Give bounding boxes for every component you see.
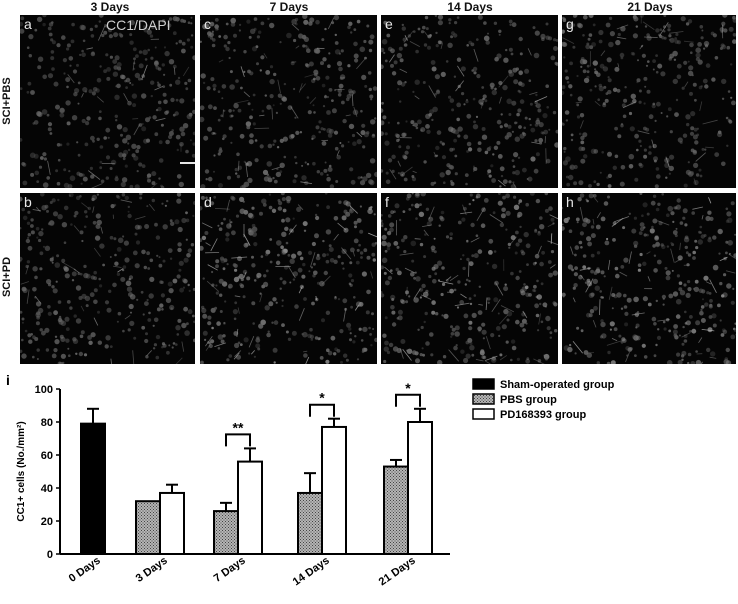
y-axis-label: CC1+ cells (No./mm²): [16, 421, 27, 521]
panel-letter-f: f: [385, 194, 389, 210]
bar-chart: i CC1+ cells (No./mm²) 0 20 40 60 80 100 0 Day…: [6, 372, 615, 589]
micrograph-panel-a: a CC1/DAPI: [20, 15, 195, 188]
significance-bracket: [309, 403, 335, 417]
significance-bracket: [225, 433, 251, 447]
significance-label: **: [233, 419, 244, 435]
micrograph-panel-c: c: [200, 15, 377, 188]
micrograph-panel-f: f: [381, 193, 558, 364]
panel-letter-e: e: [385, 16, 393, 32]
bar-pbs-group: [213, 510, 239, 556]
y-tick-label: 100: [35, 384, 53, 396]
x-tick-label: 21 Days: [377, 555, 418, 589]
legend-label: PBS group: [500, 394, 557, 406]
panel-letter-c: c: [204, 16, 211, 32]
legend-swatch: [472, 378, 495, 390]
significance-bracket: [395, 393, 421, 407]
bar-pd168393-group: [159, 491, 185, 555]
bar-pbs-group: [383, 465, 409, 555]
y-tick-label: 80: [41, 417, 53, 429]
column-label-21-days: 21 Days: [627, 0, 673, 14]
legend-label: Sham-operated group: [500, 379, 615, 391]
legend-swatch: [472, 408, 495, 420]
stain-label: CC1/DAPI: [106, 17, 171, 33]
bar-pbs-group: [297, 491, 323, 555]
panel-letter-g: g: [566, 16, 574, 32]
bar-pd168393-group: [407, 421, 433, 555]
bar-sham-operated-group: [80, 422, 106, 556]
panel-letter-h: h: [566, 194, 574, 210]
micrograph-panel-b: b: [20, 193, 195, 364]
x-tick-label: 3 Days: [134, 555, 170, 585]
x-tick-label: 7 Days: [212, 555, 248, 585]
chart-panel-letter: i: [6, 372, 10, 388]
significance-label: *: [319, 390, 325, 406]
y-tick-label: 0: [47, 549, 53, 561]
legend-label: PD168393 group: [500, 409, 586, 421]
scale-bar: [180, 162, 195, 164]
y-tick-label: 60: [41, 450, 53, 462]
bar-pd168393-group: [321, 425, 347, 556]
column-label-7-days: 7 Days: [269, 0, 309, 14]
x-tick-label: 0 Days: [67, 555, 103, 585]
bar-pd168393-group: [237, 460, 263, 555]
row-label-sci-pd: SCI+PD: [1, 256, 13, 298]
row-label-sci-pbs: SCI+PBS: [1, 77, 13, 125]
micrograph-panel-g: g: [562, 15, 736, 188]
micrograph-panel-e: e: [381, 15, 558, 188]
panel-letter-b: b: [24, 194, 32, 210]
column-label-14-days: 14 Days: [447, 0, 493, 14]
panel-letter-a: a: [24, 16, 32, 32]
panel-letter-d: d: [204, 194, 212, 210]
x-tick-label: 14 Days: [291, 555, 332, 589]
column-label-3-days: 3 Days: [90, 0, 130, 14]
y-tick-label: 40: [41, 483, 53, 495]
micrograph-panel-h: h: [562, 193, 736, 364]
micrograph-panel-d: d: [200, 193, 377, 364]
y-tick-label: 20: [41, 516, 53, 528]
significance-label: *: [405, 380, 411, 396]
legend-swatch: [472, 393, 495, 405]
bar-pbs-group: [135, 500, 161, 555]
